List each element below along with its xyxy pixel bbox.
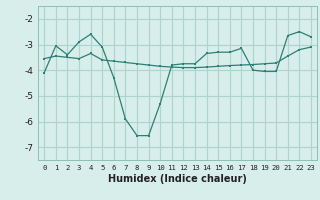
X-axis label: Humidex (Indice chaleur): Humidex (Indice chaleur) [108, 174, 247, 184]
